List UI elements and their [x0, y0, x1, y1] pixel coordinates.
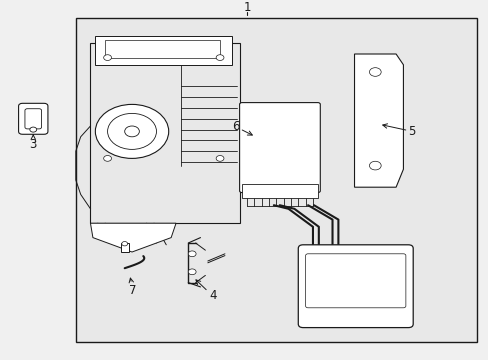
Circle shape: [122, 242, 127, 246]
Text: 2: 2: [327, 293, 359, 306]
Text: 3: 3: [29, 135, 37, 151]
FancyBboxPatch shape: [298, 245, 412, 328]
Polygon shape: [354, 54, 403, 187]
Circle shape: [124, 126, 139, 137]
Circle shape: [216, 55, 224, 60]
Text: 7: 7: [129, 278, 137, 297]
Circle shape: [369, 161, 381, 170]
FancyBboxPatch shape: [25, 109, 41, 129]
Bar: [242, 184, 317, 198]
Text: 5: 5: [382, 124, 415, 138]
Circle shape: [103, 55, 111, 60]
Bar: [76, 18, 476, 342]
Text: 6: 6: [231, 120, 252, 135]
Circle shape: [216, 156, 224, 161]
Circle shape: [188, 269, 196, 275]
Circle shape: [188, 251, 196, 257]
Circle shape: [369, 68, 381, 76]
Text: 4: 4: [196, 280, 216, 302]
Circle shape: [95, 104, 168, 158]
Circle shape: [30, 127, 37, 132]
Bar: [105, 40, 220, 58]
Circle shape: [107, 113, 156, 149]
FancyBboxPatch shape: [239, 103, 320, 193]
FancyBboxPatch shape: [19, 103, 48, 134]
FancyBboxPatch shape: [305, 254, 405, 308]
Polygon shape: [95, 36, 232, 65]
Bar: [121, 243, 128, 252]
Text: 1: 1: [243, 1, 250, 14]
Polygon shape: [90, 43, 239, 223]
Polygon shape: [90, 223, 176, 252]
Circle shape: [103, 156, 111, 161]
